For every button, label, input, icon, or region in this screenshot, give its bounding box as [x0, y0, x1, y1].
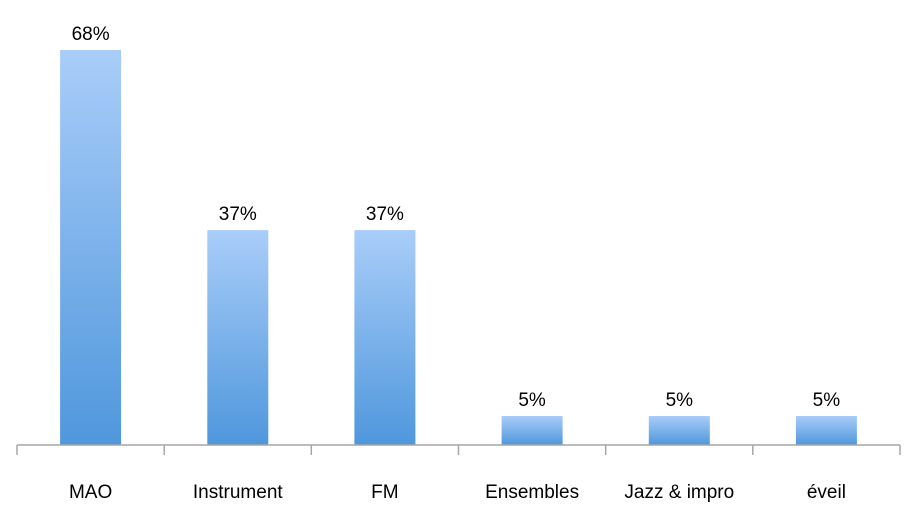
- x-axis: [16, 444, 901, 455]
- bar-5: [795, 416, 857, 445]
- data-label-1: 37%: [219, 204, 257, 225]
- category-label-3: Ensembles: [485, 482, 579, 503]
- bar-4: [648, 416, 710, 445]
- category-label-0: MAO: [69, 482, 112, 503]
- category-label-2: FM: [371, 482, 398, 503]
- data-label-5: 5%: [813, 390, 841, 411]
- data-label-3: 5%: [518, 390, 546, 411]
- bar-3: [501, 416, 563, 445]
- bar-1: [207, 230, 269, 445]
- bar-2: [354, 230, 416, 445]
- category-label-4: Jazz & impro: [624, 482, 734, 503]
- bar-0: [60, 50, 122, 445]
- category-label-5: éveil: [807, 482, 846, 503]
- data-label-4: 5%: [666, 390, 694, 411]
- labels-group: 68% MAO 37% Instrument 37% FM 5% Ensembles 5% Jaz…: [69, 24, 846, 503]
- data-label-0: 68%: [72, 24, 110, 45]
- category-label-1: Instrument: [193, 482, 283, 503]
- data-label-2: 37%: [366, 204, 404, 225]
- bars-group: [60, 50, 857, 445]
